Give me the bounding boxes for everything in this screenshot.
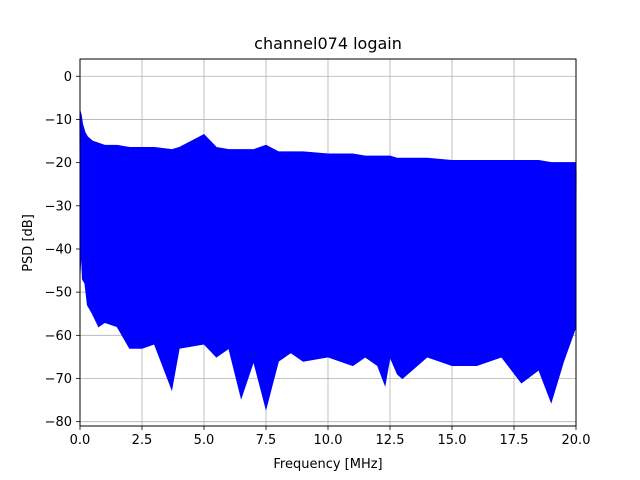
y-tick-label: −80 <box>45 415 72 430</box>
y-tick-label: 0 <box>64 70 72 85</box>
x-tick-label: 0.0 <box>70 433 91 448</box>
psd-trace <box>79 117 577 407</box>
x-tick-label: 10.0 <box>314 433 343 448</box>
x-axis-label: Frequency [MHz] <box>273 457 382 472</box>
y-tick-label: −10 <box>45 113 72 128</box>
y-axis-label: PSD [dB] <box>21 214 36 272</box>
ticks: 0.0 2.5 5.0 7.5 10.0 12.5 15.0 17.5 20.0 0 −10 −20 −… <box>45 70 591 448</box>
x-tick-label: 15.0 <box>438 433 467 448</box>
y-tick-label: −20 <box>45 156 72 171</box>
chart-title: channel074 logain <box>254 34 402 53</box>
x-tick-label: 2.5 <box>132 433 153 448</box>
y-tick-label: −70 <box>45 372 72 387</box>
x-tick-label: 7.5 <box>256 433 277 448</box>
x-tick-label: 17.5 <box>500 433 529 448</box>
x-tick-label: 20.0 <box>562 433 591 448</box>
y-tick-label: −30 <box>45 199 72 214</box>
x-tick-label: 5.0 <box>194 433 215 448</box>
y-tick-label: −60 <box>45 329 72 344</box>
y-tick-label: −50 <box>45 286 72 301</box>
x-tick-label: 12.5 <box>376 433 405 448</box>
y-tick-label: −40 <box>45 242 72 257</box>
